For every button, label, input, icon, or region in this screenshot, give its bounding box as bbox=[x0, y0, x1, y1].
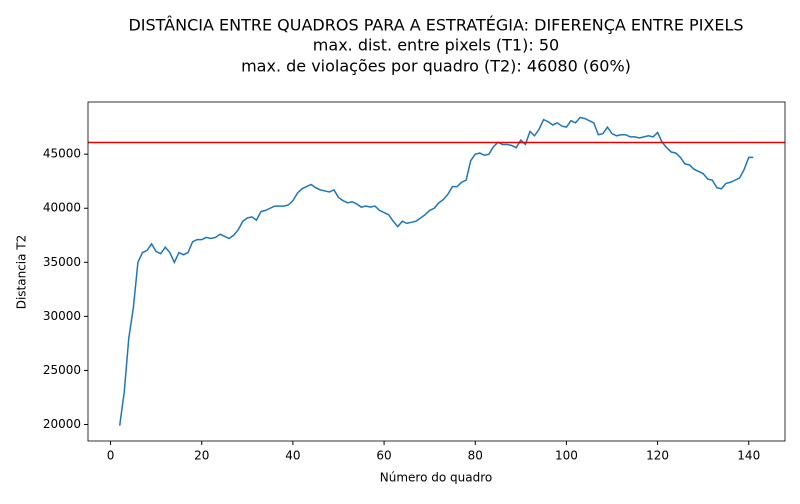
x-tick-label: 60 bbox=[376, 449, 391, 463]
x-tick-label: 80 bbox=[468, 449, 483, 463]
x-tick-label: 140 bbox=[737, 449, 760, 463]
x-tick-label: 120 bbox=[646, 449, 669, 463]
x-tick-label: 20 bbox=[194, 449, 209, 463]
y-axis-label: Distancia T2 bbox=[15, 235, 29, 310]
y-tick-label: 30000 bbox=[43, 309, 81, 323]
x-axis-label: Número do quadro bbox=[380, 471, 492, 485]
y-tick-label: 25000 bbox=[43, 363, 81, 377]
chart-title: DISTÂNCIA ENTRE QUADROS PARA A ESTRATÉGI… bbox=[128, 16, 743, 35]
x-tick-label: 40 bbox=[285, 449, 300, 463]
data-line bbox=[118, 116, 754, 426]
y-tick-label: 45000 bbox=[43, 147, 81, 161]
y-tick-label: 35000 bbox=[43, 255, 81, 269]
x-tick-label: 0 bbox=[107, 449, 115, 463]
y-tick-label: 40000 bbox=[43, 201, 81, 215]
x-tick-label: 100 bbox=[555, 449, 578, 463]
chart-subtitle: max. de violações por quadro (T2): 46080… bbox=[241, 57, 631, 76]
chart-subtitle: max. dist. entre pixels (T1): 50 bbox=[313, 36, 559, 55]
plot-frame bbox=[87, 101, 786, 442]
y-tick-label: 20000 bbox=[43, 417, 81, 431]
